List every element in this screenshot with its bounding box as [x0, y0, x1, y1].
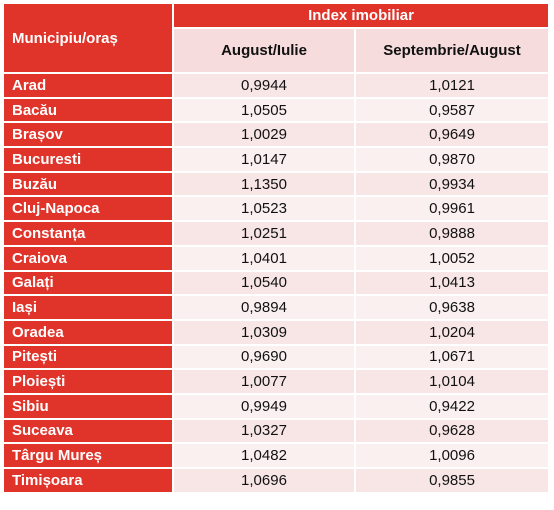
- table-row: Constanța 1,0251 0,9888: [4, 222, 549, 245]
- table-row: Galați 1,0540 1,0413: [4, 271, 549, 295]
- header-row-sub: August/Iulie Septembrie/August: [4, 28, 549, 72]
- september-august-index-cell: 1,0096: [356, 444, 549, 467]
- september-august-index-cell: 1,0671: [356, 345, 549, 369]
- august-july-index-cell: 0,9944: [174, 74, 354, 97]
- august-july-index-cell: 1,0029: [174, 123, 354, 147]
- city-name-cell: Brașov: [4, 123, 172, 147]
- table-row: Craiova 1,0401 1,0052: [4, 246, 549, 270]
- city-name-cell: Galați: [4, 271, 172, 295]
- table-row: Timișoara 1,0696 0,9855: [4, 469, 549, 492]
- august-july-index-cell: 0,9894: [174, 296, 354, 319]
- august-july-index-cell: 1,0482: [174, 444, 354, 467]
- table-row: Suceava 1,0327 0,9628: [4, 419, 549, 443]
- table-row: Buzău 1,1350 0,9934: [4, 172, 549, 196]
- august-july-column-header: August/Iulie: [174, 28, 354, 72]
- city-column-header: Municipiu/oraș: [4, 4, 172, 72]
- city-name-cell: Arad: [4, 74, 172, 97]
- city-name-cell: Bucuresti: [4, 148, 172, 171]
- september-august-index-cell: 0,9961: [356, 197, 549, 221]
- table-row: Iași 0,9894 0,9638: [4, 296, 549, 319]
- city-name-cell: Buzău: [4, 172, 172, 196]
- september-august-index-cell: 0,9587: [356, 98, 549, 122]
- table-row: Arad 0,9944 1,0121: [4, 74, 549, 97]
- table-row: Sibiu 0,9949 0,9422: [4, 394, 549, 418]
- august-july-index-cell: 1,0077: [174, 370, 354, 393]
- august-july-index-cell: 1,0696: [174, 469, 354, 492]
- august-july-index-cell: 1,0327: [174, 419, 354, 443]
- september-august-index-cell: 0,9870: [356, 148, 549, 171]
- city-name-cell: Ploiești: [4, 370, 172, 393]
- table-row: Ploiești 1,0077 1,0104: [4, 370, 549, 393]
- september-august-index-cell: 1,0104: [356, 370, 549, 393]
- september-august-index-cell: 0,9934: [356, 172, 549, 196]
- header-row-top: Municipiu/oraș Index imobiliar: [4, 4, 549, 72]
- table-row: Târgu Mureș 1,0482 1,0096: [4, 444, 549, 467]
- august-july-index-cell: 1,0540: [174, 271, 354, 295]
- city-name-cell: Sibiu: [4, 394, 172, 418]
- table-row: Pitești 0,9690 1,0671: [4, 345, 549, 369]
- table-row: Brașov 1,0029 0,9649: [4, 123, 549, 147]
- august-july-index-cell: 0,9690: [174, 345, 354, 369]
- august-july-index-cell: 1,0309: [174, 320, 354, 344]
- city-name-cell: Pitești: [4, 345, 172, 369]
- city-name-cell: Bacău: [4, 98, 172, 122]
- city-name-cell: Constanța: [4, 222, 172, 245]
- index-group-header: Index imobiliar: [174, 4, 549, 27]
- september-august-index-cell: 0,9628: [356, 419, 549, 443]
- real-estate-index-table: Municipiu/oraș Index imobiliar August/Iu…: [2, 2, 550, 494]
- august-july-index-cell: 1,0251: [174, 222, 354, 245]
- september-august-index-cell: 0,9638: [356, 296, 549, 319]
- september-august-index-cell: 0,9855: [356, 469, 549, 492]
- september-august-index-cell: 1,0052: [356, 246, 549, 270]
- august-july-index-cell: 1,1350: [174, 172, 354, 196]
- september-august-index-cell: 1,0413: [356, 271, 549, 295]
- september-august-index-cell: 0,9422: [356, 394, 549, 418]
- august-july-index-cell: 0,9949: [174, 394, 354, 418]
- city-name-cell: Târgu Mureș: [4, 444, 172, 467]
- september-august-index-cell: 0,9649: [356, 123, 549, 147]
- september-august-column-header: Septembrie/August: [356, 28, 549, 72]
- august-july-index-cell: 1,0147: [174, 148, 354, 171]
- august-july-index-cell: 1,0505: [174, 98, 354, 122]
- city-name-cell: Suceava: [4, 419, 172, 443]
- city-name-cell: Cluj-Napoca: [4, 197, 172, 221]
- september-august-index-cell: 0,9888: [356, 222, 549, 245]
- september-august-index-cell: 1,0121: [356, 74, 549, 97]
- city-name-cell: Oradea: [4, 320, 172, 344]
- august-july-index-cell: 1,0523: [174, 197, 354, 221]
- table-row: Oradea 1,0309 1,0204: [4, 320, 549, 344]
- august-july-index-cell: 1,0401: [174, 246, 354, 270]
- table-row: Cluj-Napoca 1,0523 0,9961: [4, 197, 549, 221]
- september-august-index-cell: 1,0204: [356, 320, 549, 344]
- city-name-cell: Craiova: [4, 246, 172, 270]
- table-body: Arad 0,9944 1,0121 Bacău 1,0505 0,9587 Brașov 1…: [4, 74, 549, 492]
- city-name-cell: Timișoara: [4, 469, 172, 492]
- table-header: Municipiu/oraș Index imobiliar August/Iu…: [4, 4, 549, 72]
- table-row: Bacău 1,0505 0,9587: [4, 98, 549, 122]
- table-row: Bucuresti 1,0147 0,9870: [4, 148, 549, 171]
- city-name-cell: Iași: [4, 296, 172, 319]
